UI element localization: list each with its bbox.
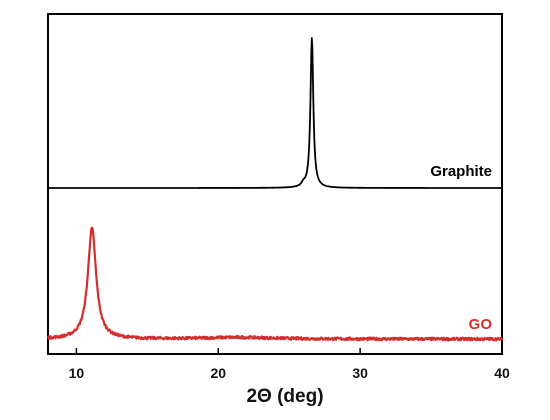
plot-frame [47, 13, 503, 355]
x-tick-label: 10 [69, 365, 85, 381]
x-ticks: 10 20 30 40 [69, 348, 510, 381]
series-line-go [46, 226, 504, 342]
x-axis-title: 2Θ (deg) [246, 386, 323, 407]
series-group [46, 37, 504, 342]
x-tick-label: 30 [352, 365, 368, 381]
x-tick-label: 40 [494, 365, 510, 381]
x-tick-label: 20 [210, 365, 226, 381]
series-label-graphite: Graphite [430, 163, 492, 180]
series-labels: Graphite GO [430, 163, 492, 333]
series-line-graphite [47, 37, 503, 189]
series-label-go: GO [469, 316, 493, 333]
